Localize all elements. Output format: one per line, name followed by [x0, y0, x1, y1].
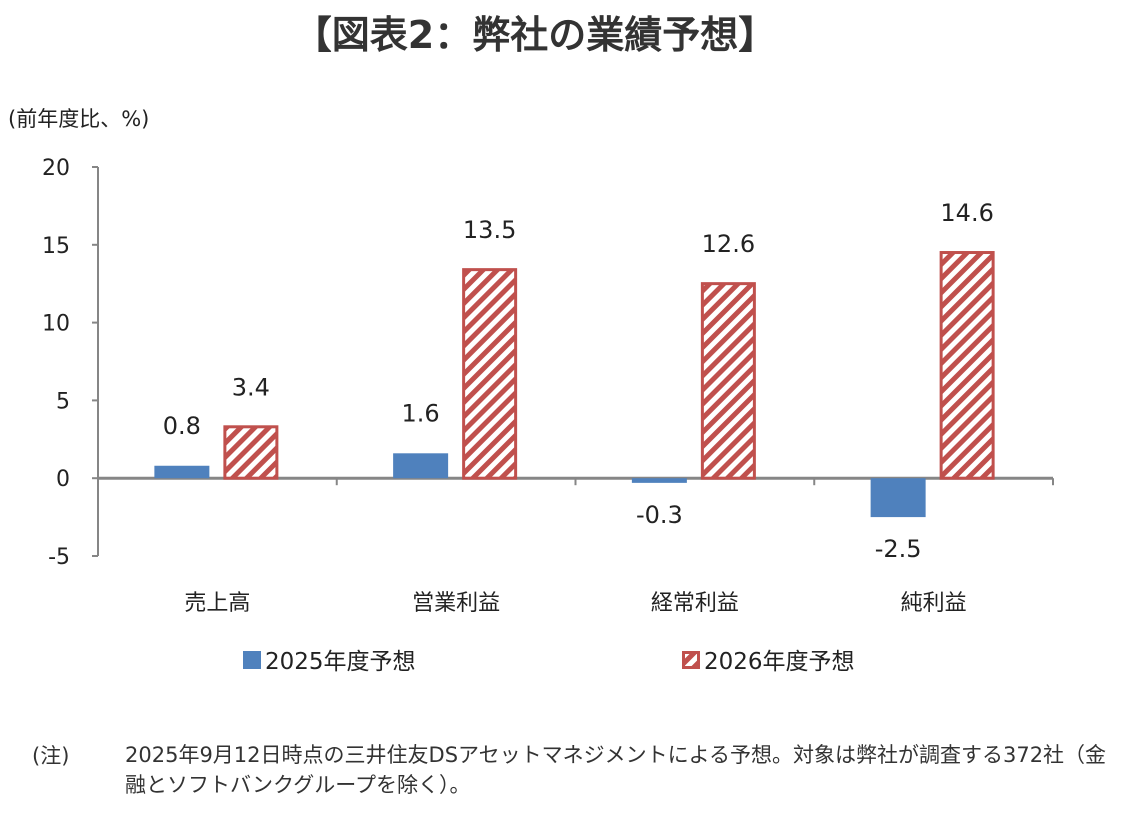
bar-2025 [154, 465, 210, 479]
y-tick-label: -5 [48, 545, 70, 570]
data-label: 12.6 [702, 230, 755, 258]
data-label: -0.3 [636, 501, 683, 529]
y-axis-label: (前年度比、%) [8, 107, 150, 131]
chart-title: 【図表2：弊社の業績予想】 [293, 13, 777, 57]
data-label: 14.6 [940, 199, 993, 227]
y-tick-label: 5 [56, 389, 70, 414]
bar-2025 [393, 453, 449, 479]
note-text: 2025年9月12日時点の三井住友DSアセットマネジメントによる予想。対象は弊社… [125, 743, 1107, 797]
x-tick-label: 経常利益 [651, 591, 739, 616]
bar-2025 [870, 478, 926, 518]
data-label: -2.5 [875, 535, 922, 563]
data-label: 0.8 [163, 412, 201, 440]
data-label: 1.6 [402, 399, 440, 427]
legend-swatch-2025 [243, 651, 261, 669]
x-tick-label: 営業利益 [412, 591, 500, 616]
bar-chart: -5 0 5 10 15 20 売上高 0.8 3.4 営業利益 1.6 13.5 経常利益 -0.3 12… [42, 156, 1054, 675]
y-tick-label: 20 [42, 156, 70, 181]
data-label: 13.5 [463, 216, 516, 244]
bar-2026 [700, 282, 756, 480]
y-tick-label: 0 [56, 467, 70, 492]
bar-2025 [631, 478, 687, 483]
bar-2026 [462, 268, 518, 480]
note-label: (注) [32, 744, 70, 768]
bar-2026 [939, 251, 995, 480]
data-label: 3.4 [232, 373, 270, 401]
x-tick-label: 売上高 [184, 591, 250, 616]
y-tick-label: 15 [42, 234, 70, 259]
y-tick-label: 10 [42, 312, 70, 337]
bar-2026 [223, 425, 279, 480]
legend-label: 2026年度予想 [704, 649, 855, 675]
legend-label: 2025年度予想 [265, 649, 416, 675]
x-tick-label: 純利益 [901, 591, 967, 616]
legend-swatch-2026 [682, 651, 700, 669]
